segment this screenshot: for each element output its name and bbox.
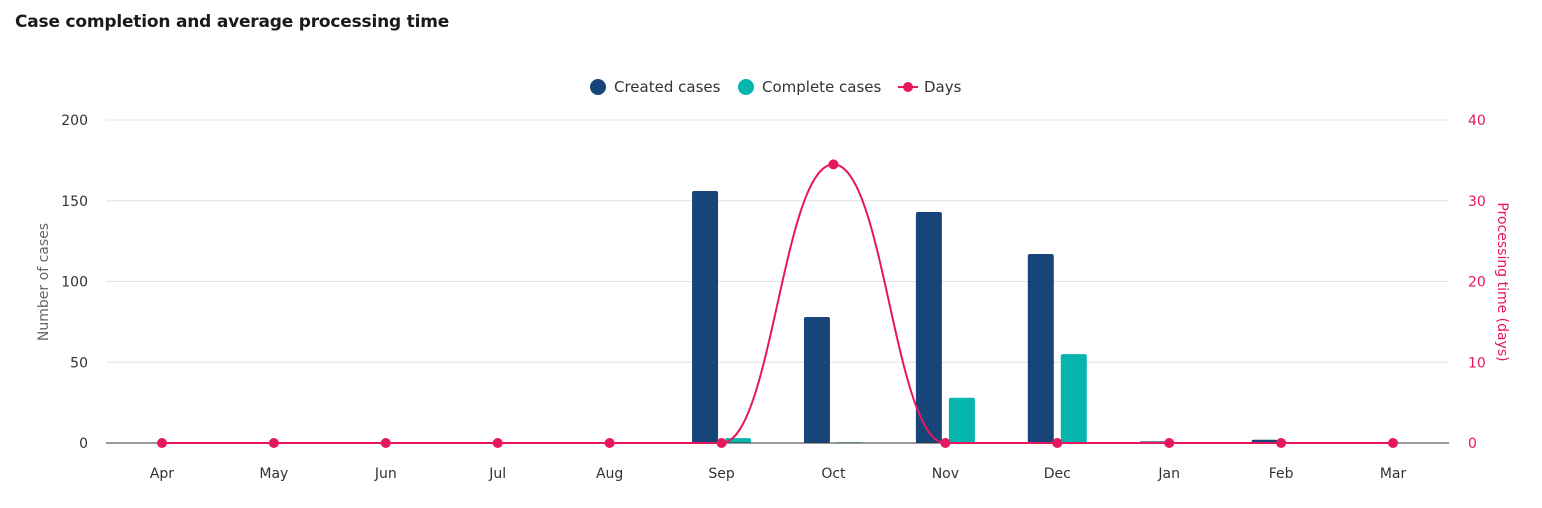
y2-axis-label: Processing time (days) <box>1494 202 1510 361</box>
bar-created <box>1027 254 1054 443</box>
x-tick-label: Nov <box>932 466 959 482</box>
days-point <box>716 438 727 448</box>
legend-created-marker <box>590 79 606 95</box>
legend: Created cases Complete cases Days <box>590 78 962 96</box>
y2-tick-label: 40 <box>1468 113 1486 129</box>
x-tick-label: Oct <box>821 466 846 482</box>
legend-complete-label[interactable]: Complete cases <box>762 78 882 96</box>
bar-created <box>692 191 719 443</box>
days-point <box>156 438 167 448</box>
x-tick-label: May <box>259 466 288 482</box>
legend-created-label[interactable]: Created cases <box>614 78 721 96</box>
legend-complete-marker <box>738 79 754 95</box>
y-tick-label: 150 <box>61 194 88 210</box>
days-line-path <box>161 163 1394 444</box>
y-tick-label: 100 <box>61 275 88 291</box>
x-tick-label: Jun <box>374 466 397 482</box>
days-point <box>380 438 391 448</box>
x-tick-label: Sep <box>708 466 735 482</box>
bar-complete <box>948 397 975 443</box>
x-tick-label: Apr <box>150 466 174 482</box>
days-point <box>604 438 615 448</box>
y2-tick-label: 10 <box>1468 355 1486 371</box>
days-line <box>156 159 1399 448</box>
x-tick-label: Mar <box>1380 466 1407 482</box>
bar-created <box>803 317 830 443</box>
days-point <box>1388 438 1399 448</box>
days-point <box>828 159 839 170</box>
x-tick-label: Dec <box>1044 466 1071 482</box>
days-point <box>1276 438 1287 448</box>
y2-tick-label: 0 <box>1468 436 1477 452</box>
x-tick-label: Aug <box>596 466 623 482</box>
y-tick-label: 200 <box>61 113 88 129</box>
tick-labels: 0 50 100 150 200 0 10 20 30 40 Apr May Jun Jul Aug Sep O… <box>61 113 1486 482</box>
legend-days-label[interactable]: Days <box>924 78 962 96</box>
y-tick-label: 50 <box>70 355 88 371</box>
days-point <box>1052 438 1063 448</box>
chart-title: Case completion and average processing t… <box>15 12 450 32</box>
days-point <box>1164 438 1175 448</box>
days-point <box>492 438 503 448</box>
legend-days-marker <box>903 82 913 92</box>
x-tick-label: Feb <box>1269 466 1294 482</box>
bars <box>692 191 1311 443</box>
y-axis-label: Number of cases <box>36 223 52 341</box>
y2-tick-label: 20 <box>1468 275 1486 291</box>
days-point <box>940 438 951 448</box>
y2-tick-label: 30 <box>1468 194 1486 210</box>
days-point <box>268 438 279 448</box>
x-tick-label: Jul <box>488 466 506 482</box>
gridlines <box>106 119 1449 363</box>
y-tick-label: 0 <box>79 436 88 452</box>
bar-created <box>915 212 942 443</box>
x-tick-label: Jan <box>1157 466 1180 482</box>
bar-complete <box>1060 354 1087 443</box>
